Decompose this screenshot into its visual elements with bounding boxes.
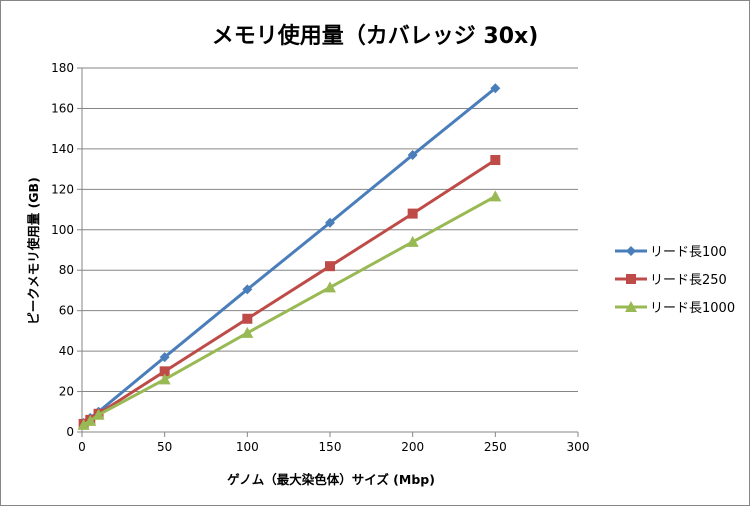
x-axis-label: ゲノム（最大染色体）サイズ (Mbp) [227,472,435,487]
legend-label: リード長1000 [650,301,735,316]
square-marker [626,274,636,284]
triangle-marker [84,414,97,426]
triangle-marker [241,326,254,338]
square-marker [490,155,501,166]
legend-label: リード長100 [650,245,727,260]
y-tick-label: 100 [51,223,74,237]
diamond-marker [626,246,636,256]
square-marker [242,313,253,324]
x-tick-label: 100 [236,440,259,454]
diamond-marker [242,284,253,295]
series-line [82,87,497,425]
triangle-marker [158,373,171,385]
diamond-marker [159,352,170,363]
diamond-marker [490,83,501,94]
x-tick-label: 250 [484,440,507,454]
y-tick-label: 180 [51,61,74,75]
diamond-marker [325,217,335,228]
x-tick-label: 200 [401,440,424,454]
square-marker [325,261,335,272]
square-marker [159,366,170,377]
triangle-marker [77,418,90,430]
y-tick-label: 0 [66,425,74,439]
y-tick-label: 20 [59,385,74,399]
triangle-marker [625,301,637,312]
triangle-marker [324,281,336,293]
y-tick-label: 80 [59,263,74,277]
chart-title: メモリ使用量（カバレッジ 30x) [212,24,539,49]
y-axis-label: ピークメモリ使用量 (GB) [26,177,41,325]
triangle-marker [92,408,105,420]
y-tick-label: 40 [59,344,74,358]
x-tick-label: 300 [567,440,590,454]
triangle-marker [406,235,419,247]
y-tick-label: 140 [51,142,74,156]
legend-label: リード長250 [650,273,727,288]
x-tick-label: 50 [157,440,172,454]
x-tick-label: 0 [78,440,86,454]
y-tick-label: 60 [59,304,74,318]
x-tick-label: 150 [319,440,342,454]
y-tick-label: 120 [51,182,74,196]
diamond-marker [407,149,418,160]
y-tick-label: 160 [51,101,74,115]
series-line [82,158,497,426]
square-marker [407,208,418,219]
triangle-marker [489,190,502,202]
